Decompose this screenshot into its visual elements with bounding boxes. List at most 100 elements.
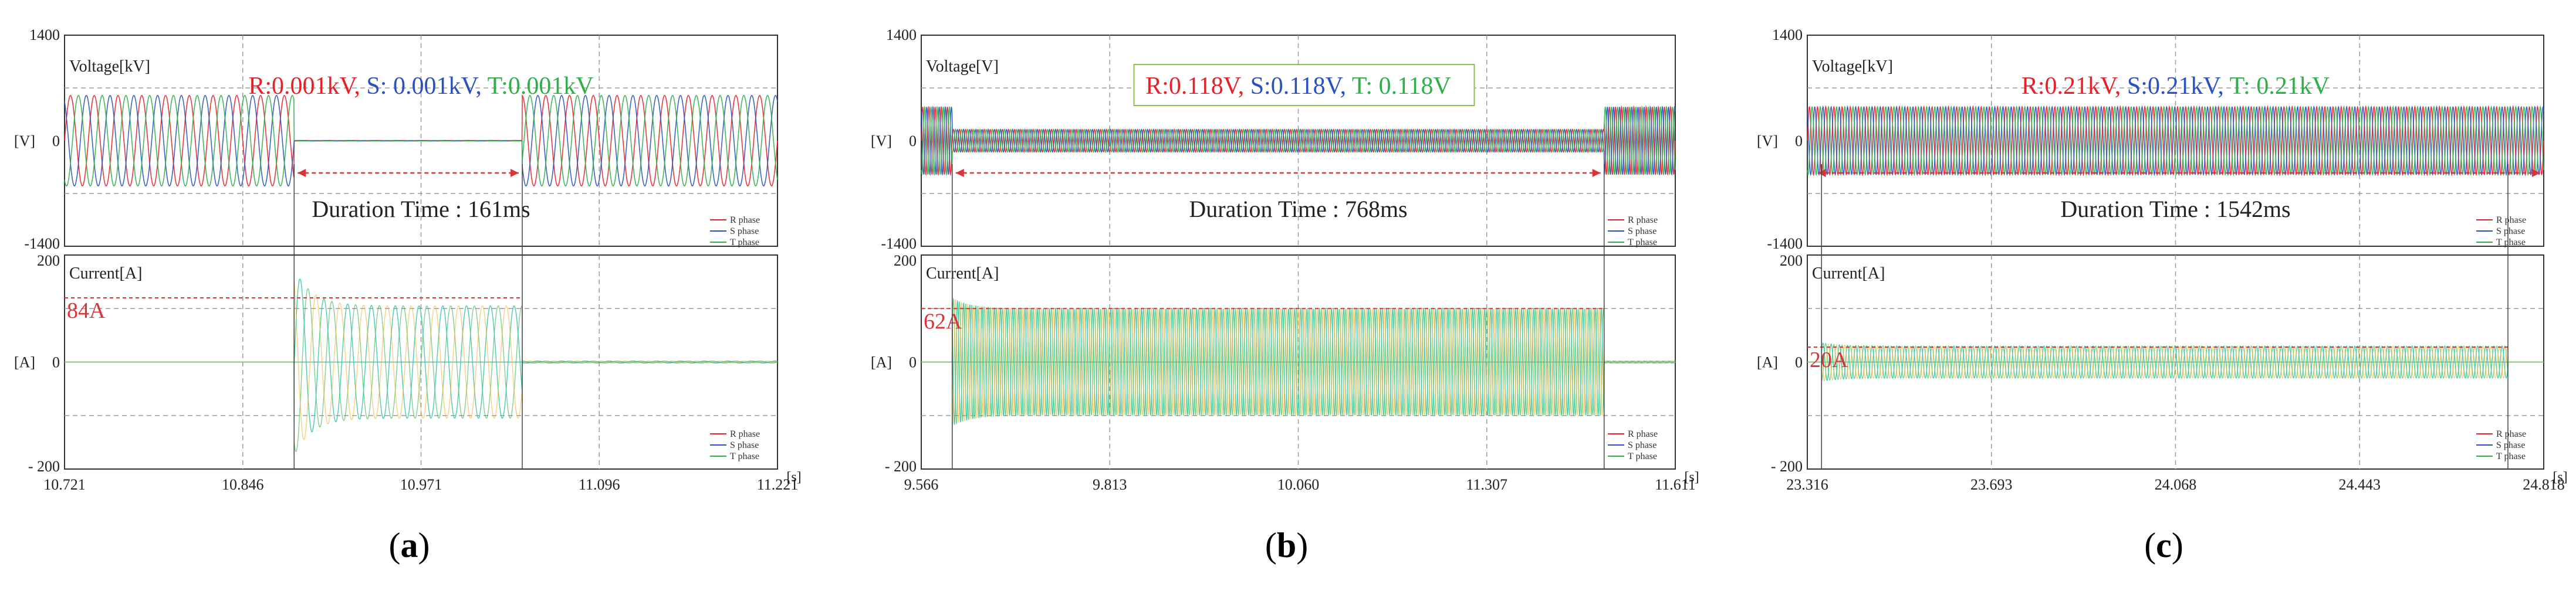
voltage-legend-item: R phase <box>2496 215 2526 225</box>
voltage-annotation-r: R:0.001kV, <box>248 73 360 100</box>
x-tick-label: 10.060 <box>1277 476 1320 493</box>
voltage-annotation-r: R:0.21kV, <box>2021 73 2121 100</box>
current-series-r-phase <box>921 297 1676 424</box>
panel-label: (a) <box>389 526 430 565</box>
x-tick-label: 23.316 <box>1786 476 1828 493</box>
voltage-series-s-phase <box>1807 105 2544 176</box>
voltage-annotation: R:0.001kV, S: 0.001kV, T:0.001kV <box>248 73 593 100</box>
current-legend-item: T phase <box>2496 451 2526 461</box>
x-tick-label: 23.693 <box>1970 476 2013 493</box>
x-unit-label: [s] <box>786 470 801 485</box>
voltage-annotation-t: T: 0.21kV <box>2224 73 2330 100</box>
x-unit-label: [s] <box>1684 470 1699 485</box>
x-tick-label: 10.971 <box>400 476 442 493</box>
duration-arrow-head-right <box>2532 169 2540 177</box>
x-unit-label: [s] <box>2553 470 2567 485</box>
voltage-ytick-zero: 0 <box>52 133 60 150</box>
duration-label: Duration Time : 1542ms <box>2060 196 2290 222</box>
current-title: Current[A] <box>926 264 999 283</box>
x-tick-label: 9.566 <box>904 476 939 493</box>
voltage-series-t-phase <box>921 105 1676 176</box>
current-unit-label: [A] <box>14 354 35 371</box>
x-tick-label: 24.818 <box>2523 476 2565 493</box>
x-tick-label: 10.846 <box>222 476 264 493</box>
voltage-ytick-min: -1400 <box>1767 235 1803 252</box>
x-tick-label: 11.307 <box>1466 476 1507 493</box>
current-legend-item: R phase <box>730 429 760 439</box>
voltage-title: Voltage[kV] <box>69 57 150 76</box>
voltage-ytick-zero: 0 <box>1795 133 1803 150</box>
voltage-ytick-max: 1400 <box>886 26 917 43</box>
current-ytick-min: - 200 <box>1771 458 1803 475</box>
voltage-series-s-phase <box>921 105 1676 176</box>
voltage-legend-item: S phase <box>730 226 759 236</box>
panel-label: (c) <box>2144 526 2183 565</box>
current-legend-item: S phase <box>730 440 759 450</box>
voltage-annotation-r: R:0.118V, <box>1145 73 1244 100</box>
current-ytick-min: - 200 <box>885 458 917 475</box>
voltage-annotation: R:0.118V, S:0.118V, T: 0.118V <box>1145 73 1451 100</box>
current-series-s-phase <box>1807 342 2544 381</box>
voltage-legend-item: T phase <box>2496 237 2526 247</box>
voltage-unit-label: [V] <box>14 133 35 150</box>
duration-label: Duration Time : 768ms <box>1189 196 1407 222</box>
x-tick-label: 11.096 <box>579 476 620 493</box>
current-unit-label: [A] <box>1757 354 1778 371</box>
voltage-legend-item: T phase <box>1628 237 1657 247</box>
current-series-t-phase <box>921 299 1676 426</box>
voltage-annotation-t: T:0.001kV <box>482 73 594 100</box>
voltage-annotation-s: S:0.118V, <box>1244 73 1346 100</box>
panel-label: (b) <box>1265 526 1308 565</box>
current-ytick-min: - 200 <box>28 458 60 475</box>
voltage-title: Voltage[kV] <box>1812 57 1893 76</box>
current-legend-item: T phase <box>1628 451 1657 461</box>
current-ytick-max: 200 <box>37 252 60 269</box>
current-series-t-phase <box>65 280 778 440</box>
x-tick-label: 11.221 <box>757 476 799 493</box>
current-legend-item: S phase <box>2496 440 2525 450</box>
current-ytick-zero: 0 <box>52 354 60 371</box>
voltage-annotation-s: S: 0.001kV, <box>360 73 482 100</box>
duration-arrow-head-left <box>298 169 306 177</box>
voltage-title: Voltage[V] <box>926 57 999 76</box>
voltage-ytick-max: 1400 <box>29 26 60 43</box>
voltage-legend-item: S phase <box>2496 226 2525 236</box>
current-series-r-phase <box>1807 342 2544 382</box>
voltage-ytick-min: -1400 <box>881 235 917 252</box>
current-peak-label: 20A <box>1810 348 1848 372</box>
voltage-annotation-t: T: 0.118V <box>1346 73 1451 100</box>
current-title: Current[A] <box>69 264 142 283</box>
current-legend-item: R phase <box>1628 429 1658 439</box>
voltage-annotation: R:0.21kV, S:0.21kV, T: 0.21kV <box>2021 73 2330 100</box>
voltage-legend-item: T phase <box>730 237 759 247</box>
current-peak-label: 62A <box>924 309 962 334</box>
current-series-t-phase <box>1807 343 2544 382</box>
duration-label: Duration Time : 161ms <box>312 196 530 222</box>
current-ytick-max: 200 <box>894 252 917 269</box>
voltage-ytick-max: 1400 <box>1772 26 1803 43</box>
chart-panel-c: 1400 0 -1400 [V] Voltage[kV] R:0.21kV, S:0.21… <box>1757 26 2568 565</box>
current-legend-item: T phase <box>730 451 759 461</box>
current-series-s-phase <box>921 300 1676 425</box>
duration-arrow-head-left <box>955 169 964 177</box>
x-tick-label: 9.813 <box>1093 476 1127 493</box>
x-tick-label: 11.611 <box>1655 476 1696 493</box>
voltage-series-r-phase <box>1807 105 2544 176</box>
current-unit-label: [A] <box>871 354 892 371</box>
voltage-series-t-phase <box>1807 105 2544 176</box>
voltage-series-r-phase <box>921 105 1676 176</box>
current-legend-item: R phase <box>2496 429 2526 439</box>
voltage-annotation-s: S:0.21kV, <box>2121 73 2223 100</box>
current-ytick-zero: 0 <box>1795 354 1803 371</box>
voltage-legend-item: R phase <box>730 215 760 225</box>
voltage-annotation-box <box>1133 64 1475 106</box>
current-title: Current[A] <box>1812 264 1885 283</box>
voltage-unit-label: [V] <box>1757 133 1778 150</box>
voltage-legend-item: R phase <box>1628 215 1658 225</box>
current-peak-label: 84A <box>67 298 106 323</box>
voltage-legend-item: S phase <box>1628 226 1657 236</box>
x-tick-label: 10.721 <box>43 476 86 493</box>
x-tick-label: 24.443 <box>2339 476 2381 493</box>
duration-arrow-head-right <box>511 169 519 177</box>
